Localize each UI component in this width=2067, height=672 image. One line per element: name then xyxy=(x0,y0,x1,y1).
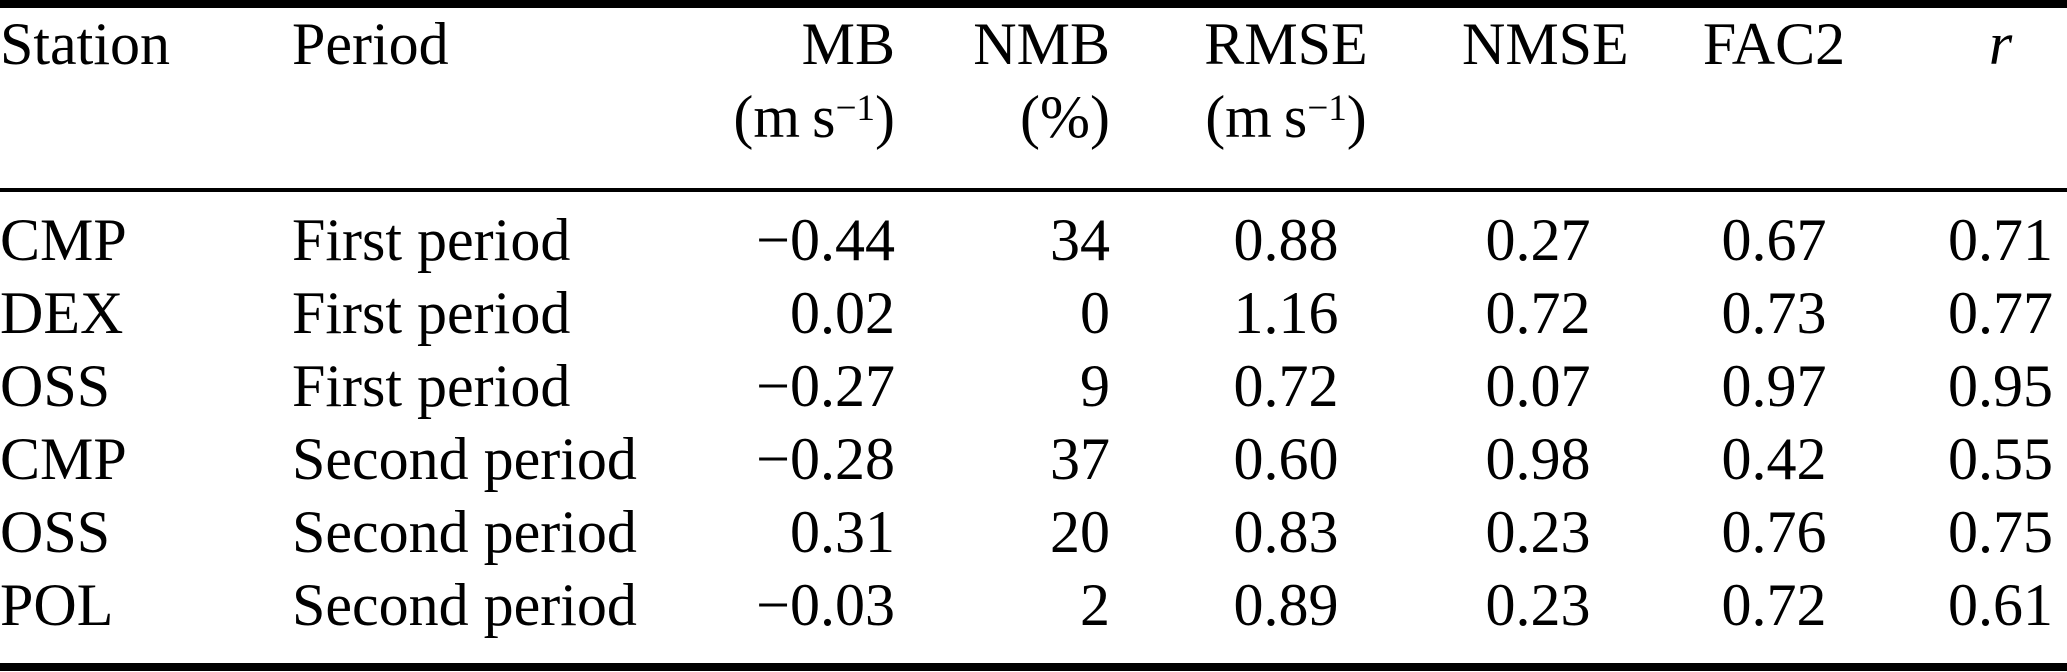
cell-period: Second period xyxy=(292,499,637,565)
cell-fac2: 0.97 xyxy=(1721,353,1827,419)
unit-text: (m s xyxy=(1205,84,1308,150)
column-header-unit: (%) xyxy=(895,81,1110,154)
cell-fac2: 0.67 xyxy=(1721,207,1827,273)
cell-mb: 0.31 xyxy=(790,499,895,565)
cell-mb: 0.02 xyxy=(790,280,895,346)
cell-fac2: 0.42 xyxy=(1721,426,1827,492)
cell-nmse: 0.27 xyxy=(1485,207,1591,273)
cell-period: First period xyxy=(292,353,571,419)
unit-text: ) xyxy=(875,84,895,150)
cell-period: First period xyxy=(292,280,571,346)
cell-nmse: 0.72 xyxy=(1485,280,1591,346)
table-row: CMP Second period −0.28 37 0.60 0.98 0.4… xyxy=(0,423,2067,496)
cell-rmse: 0.83 xyxy=(1233,499,1339,565)
cell-rmse: 1.16 xyxy=(1233,280,1339,346)
cell-mb: −0.28 xyxy=(756,426,895,492)
cell-r: 0.71 xyxy=(1948,207,2053,273)
table-row: OSS Second period 0.31 20 0.83 0.23 0.76… xyxy=(0,496,2067,569)
cell-r: 0.75 xyxy=(1948,499,2053,565)
column-header-label: Period xyxy=(292,11,449,77)
unit-superscript: −1 xyxy=(835,88,876,130)
table-row: POL Second period −0.03 2 0.89 0.23 0.72… xyxy=(0,569,2067,642)
column-header-period: Period xyxy=(292,8,640,192)
column-header-nmb: NMB (%) xyxy=(895,8,1110,192)
cell-fac2: 0.73 xyxy=(1721,280,1827,346)
column-header-label: MB xyxy=(801,11,895,77)
table-bottom-rule xyxy=(0,663,2067,671)
cell-period: First period xyxy=(292,207,571,273)
cell-nmb: 20 xyxy=(1050,499,1110,565)
column-header-label: r xyxy=(1988,11,2013,77)
cell-station: CMP xyxy=(0,426,127,492)
unit-superscript: −1 xyxy=(1307,88,1347,130)
cell-nmse: 0.23 xyxy=(1485,572,1591,638)
column-header-label: FAC2 xyxy=(1702,11,1846,77)
column-header-label: Station xyxy=(0,11,171,77)
cell-nmse: 0.98 xyxy=(1485,426,1591,492)
cell-mb: −0.03 xyxy=(756,572,895,638)
column-header-label: RMSE xyxy=(1204,11,1368,77)
cell-period: Second period xyxy=(292,426,637,492)
unit-text: ) xyxy=(1346,84,1367,150)
table-row: OSS First period −0.27 9 0.72 0.07 0.97 … xyxy=(0,350,2067,423)
column-header-station: Station xyxy=(0,8,292,192)
table-row: DEX First period 0.02 0 1.16 0.72 0.73 0… xyxy=(0,277,2067,350)
spacer-row xyxy=(0,642,2067,663)
table-header-row: Station Period MB (m s−1) NMB (%) RMSE (… xyxy=(0,8,2067,192)
table-top-rule xyxy=(0,0,2067,8)
cell-nmb: 9 xyxy=(1080,353,1110,419)
column-header-mb: MB (m s−1) xyxy=(640,8,895,192)
column-header-unit: (m s−1) xyxy=(1110,81,1462,154)
cell-rmse: 0.88 xyxy=(1233,207,1339,273)
column-header-label: NMB xyxy=(973,11,1110,77)
cell-station: POL xyxy=(0,572,114,638)
cell-r: 0.77 xyxy=(1948,280,2053,346)
column-header-unit: (m s−1) xyxy=(640,81,895,154)
column-header-rmse: RMSE (m s−1) xyxy=(1110,8,1462,192)
unit-text: (m s xyxy=(733,84,836,150)
cell-rmse: 0.89 xyxy=(1233,572,1339,638)
cell-station: OSS xyxy=(0,353,111,419)
cell-nmb: 0 xyxy=(1080,280,1110,346)
column-header-r: r xyxy=(1934,8,2067,192)
column-header-nmse: NMSE xyxy=(1462,8,1629,192)
cell-period: Second period xyxy=(292,572,637,638)
cell-r: 0.55 xyxy=(1948,426,2053,492)
table-row: CMP First period −0.44 34 0.88 0.27 0.67… xyxy=(0,204,2067,277)
cell-rmse: 0.60 xyxy=(1233,426,1339,492)
cell-mb: −0.27 xyxy=(756,353,895,419)
cell-rmse: 0.72 xyxy=(1233,353,1339,419)
cell-nmb: 2 xyxy=(1080,572,1110,638)
cell-fac2: 0.76 xyxy=(1721,499,1827,565)
unit-text: (%) xyxy=(1020,84,1110,150)
cell-nmb: 34 xyxy=(1050,207,1110,273)
column-header-label: NMSE xyxy=(1462,11,1629,77)
station-statistics-table: Station Period MB (m s−1) NMB (%) RMSE (… xyxy=(0,8,2067,663)
cell-nmse: 0.07 xyxy=(1485,353,1591,419)
cell-nmse: 0.23 xyxy=(1485,499,1591,565)
cell-fac2: 0.72 xyxy=(1721,572,1827,638)
spacer-row xyxy=(0,190,2067,204)
cell-station: OSS xyxy=(0,499,111,565)
cell-r: 0.95 xyxy=(1948,353,2053,419)
cell-mb: −0.44 xyxy=(756,207,895,273)
cell-station: DEX xyxy=(0,280,124,346)
column-header-fac2: FAC2 xyxy=(1614,8,1934,192)
cell-r: 0.61 xyxy=(1948,572,2053,638)
cell-nmb: 37 xyxy=(1050,426,1110,492)
cell-station: CMP xyxy=(0,207,127,273)
